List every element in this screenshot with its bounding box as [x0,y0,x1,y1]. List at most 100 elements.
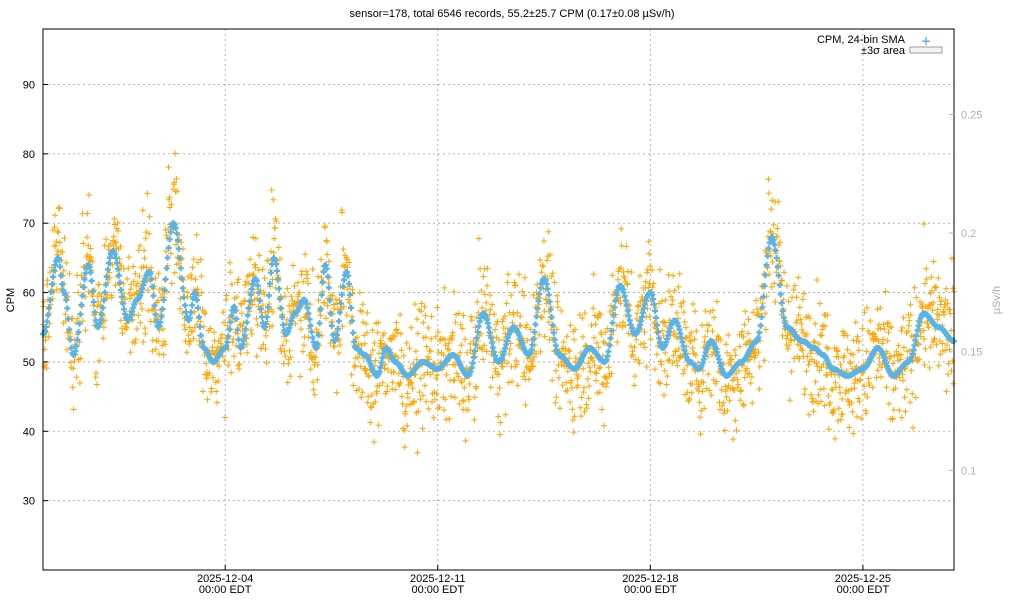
raw-point [356,386,363,393]
raw-point [661,392,667,399]
raw-point [324,302,331,309]
raw-point [202,310,209,317]
raw-point [895,342,902,349]
raw-point [40,298,47,305]
raw-point [663,381,670,388]
raw-point [156,350,162,357]
sma-point [335,318,342,325]
sma-point [340,283,346,290]
raw-point [374,329,381,336]
sma-point [90,299,97,305]
raw-point [209,374,216,381]
raw-point [350,382,357,389]
raw-point [530,354,537,360]
raw-point [941,311,948,318]
raw-point [800,329,807,336]
raw-point [934,306,941,313]
raw-point [309,266,316,273]
sma-point [760,293,767,300]
raw-point [945,371,952,378]
raw-point [898,351,904,358]
raw-point [315,273,322,280]
raw-point [564,368,571,375]
raw-point [890,360,897,367]
raw-point [451,394,458,401]
raw-point [624,281,631,288]
raw-point [899,324,906,331]
raw-point [670,352,677,359]
raw-point [462,437,469,444]
raw-point [496,431,503,438]
sma-point [100,297,107,304]
raw-point [256,252,263,259]
raw-point [364,399,371,406]
raw-point [53,286,60,293]
sma-point [198,332,205,339]
sma-point [233,315,240,322]
sma-point [654,322,661,329]
raw-point [507,340,514,347]
raw-point [137,319,144,326]
raw-point [884,320,891,327]
raw-point [252,264,259,271]
raw-point [384,383,391,390]
raw-point [381,330,387,337]
sma-point [193,291,199,298]
raw-point [272,224,278,231]
raw-point [415,408,422,415]
sma-point [78,301,85,308]
raw-point [923,265,930,272]
raw-point [900,314,907,321]
sma-point [327,310,334,317]
raw-point [267,248,274,255]
raw-point [845,398,852,405]
raw-point [371,340,378,346]
raw-point [495,413,502,420]
raw-point [441,407,447,413]
raw-point [171,269,178,276]
raw-point [354,354,361,361]
raw-point [815,391,822,398]
raw-point [340,303,347,310]
raw-point [617,300,624,307]
raw-point [762,310,769,317]
raw-point [660,318,667,325]
raw-point [595,314,602,321]
raw-point [465,407,472,413]
raw-point [668,293,674,300]
raw-point [279,342,286,349]
raw-point [928,274,935,281]
raw-point [768,206,775,213]
raw-point [166,194,173,201]
raw-point [345,296,352,303]
raw-point [73,374,80,381]
raw-point [884,337,891,344]
sma-point [912,337,919,344]
sma-point [304,305,311,311]
raw-point [578,413,585,420]
sma-point [549,322,556,329]
y2-tick-label: 0.2 [961,228,976,240]
raw-point [816,367,823,374]
raw-point [409,385,416,392]
raw-point [608,302,614,309]
raw-point [418,300,425,307]
sma-point [224,339,231,346]
raw-point [586,383,592,390]
raw-point [858,415,865,422]
raw-point [665,357,672,364]
grid-lines [43,29,954,570]
raw-point [93,381,100,388]
raw-point [134,280,141,287]
y-tick-label: 60 [23,288,35,300]
y2-axis-label: µSv/h [991,286,1003,314]
raw-point [301,342,307,349]
sma-point [88,277,95,284]
raw-point [609,272,616,279]
raw-point [623,243,630,250]
raw-point [617,264,624,271]
raw-point [696,399,703,406]
y-tick-label: 30 [23,496,35,508]
raw-point [288,293,295,300]
raw-point [799,347,806,354]
